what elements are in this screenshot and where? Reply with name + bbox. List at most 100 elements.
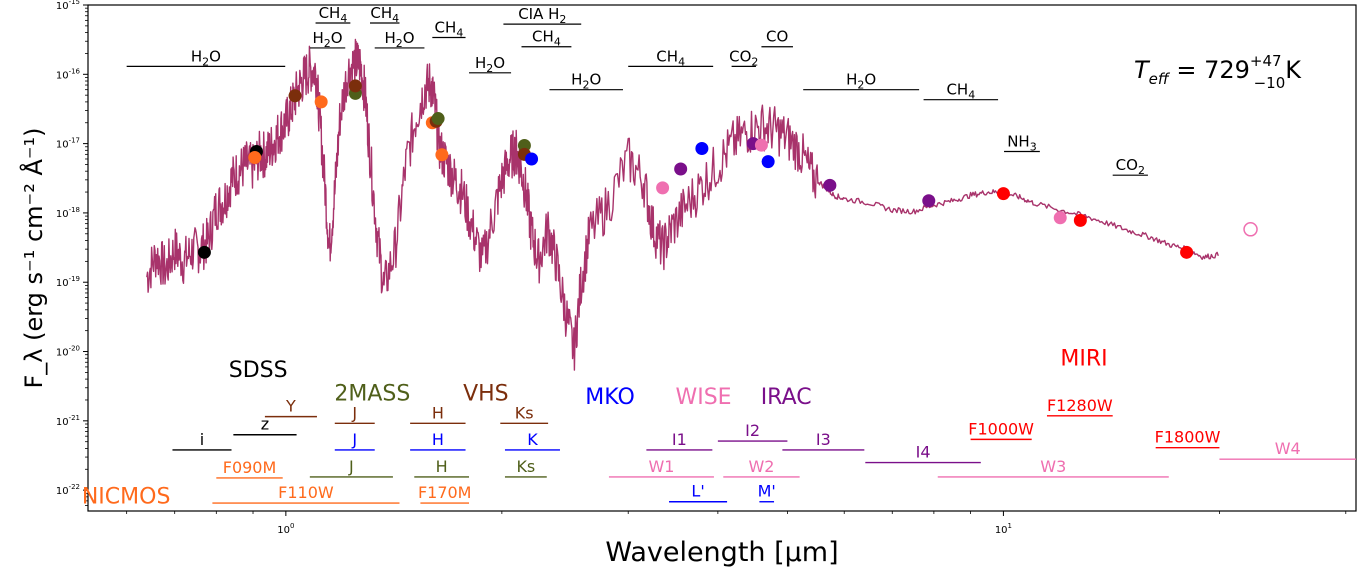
- filter-label: M': [758, 482, 776, 501]
- photometry-point: [1180, 245, 1194, 259]
- y-axis-label: F_λ (erg s⁻¹ cm⁻² Å⁻¹): [19, 127, 48, 388]
- instrument-label: MIRI: [1060, 346, 1107, 371]
- filter-label: W2: [748, 457, 774, 476]
- axis-ticks: 10-22 10-21 10-20 10-19 10-18 10-17 10-16 10-15…: [56, 0, 1347, 536]
- filter-label: z: [261, 415, 269, 434]
- y-tick-label: 10-20: [56, 345, 80, 359]
- plot-frame: [87, 4, 1357, 512]
- spectrum-line: [146, 38, 1219, 371]
- filter-label: J: [351, 430, 357, 449]
- photometry-point: [431, 112, 445, 126]
- y-tick-label: 10-15: [56, 0, 80, 12]
- y-tick-label: 10-22: [56, 483, 80, 497]
- band-label: CO2: [729, 47, 758, 68]
- filter-label: F090M: [223, 458, 277, 477]
- y-tick-label: 10-16: [56, 67, 81, 81]
- instrument-label: MKO: [585, 385, 635, 410]
- filter-label: W1: [648, 457, 674, 476]
- photometry-point: [674, 162, 688, 176]
- band-label: CH4: [319, 4, 348, 25]
- photometry-point: [922, 194, 936, 208]
- instrument-labels: SDSS 2MASS VHS MKO WISE IRAC MIRI NICMOS: [82, 346, 1108, 509]
- teff-unit: K: [1285, 56, 1302, 84]
- photometry-point: [435, 148, 449, 162]
- band-label: CH4: [946, 81, 975, 102]
- band-label: CIA H2: [518, 5, 566, 26]
- band-label: CO2: [1116, 156, 1145, 177]
- band-label: CO: [766, 28, 788, 46]
- y-tick-label: 10-21: [56, 414, 80, 428]
- instrument-label: WISE: [675, 385, 731, 410]
- band-label: H2O: [385, 29, 415, 50]
- teff-sup: +47: [1250, 52, 1282, 70]
- spectrum-series: [146, 38, 1219, 371]
- filter-label: F170M: [418, 483, 472, 502]
- instrument-label: 2MASS: [334, 382, 410, 407]
- photometry-points: [197, 79, 1258, 259]
- photometry-point: [656, 181, 670, 195]
- photometry-point: [197, 245, 211, 259]
- y-tick-label: 10-17: [56, 137, 80, 151]
- filter-label: Ks: [516, 457, 535, 476]
- band-label: H2O: [191, 47, 221, 68]
- band-label: H2O: [571, 71, 601, 92]
- photometry-point: [348, 79, 362, 93]
- teff-T: T: [1134, 56, 1151, 84]
- x-tick-label: 101: [995, 522, 1012, 536]
- filter-label: J: [351, 403, 357, 422]
- photometry-point-open: [1243, 222, 1258, 237]
- photometry-point: [288, 89, 302, 103]
- filter-label: K: [527, 430, 538, 449]
- instrument-label: VHS: [463, 382, 509, 407]
- band-label: H2O: [475, 54, 505, 75]
- filter-label: J: [348, 457, 354, 476]
- filter-label: F110W: [278, 483, 334, 502]
- filter-label: Ks: [515, 403, 534, 422]
- filter-label: F1280W: [1047, 396, 1113, 415]
- filter-label: W4: [1275, 439, 1301, 458]
- filter-label: I4: [916, 443, 931, 462]
- band-label: CH4: [370, 4, 399, 25]
- photometry-point: [695, 142, 709, 156]
- photometry-point: [1073, 213, 1087, 227]
- photometry-point: [248, 151, 262, 165]
- filter-label: H: [436, 457, 448, 476]
- filter-label: L': [691, 482, 704, 501]
- teff-sub: eff: [1149, 70, 1171, 88]
- filter-label: Y: [285, 397, 296, 416]
- filter-label: i: [200, 430, 204, 449]
- filter-label: H: [432, 403, 444, 422]
- photometry-point: [1053, 211, 1067, 225]
- teff-annotation: Teff = 729+47 −10K: [1134, 52, 1302, 92]
- filter-label: I2: [745, 421, 760, 440]
- instrument-label: SDSS: [229, 358, 288, 383]
- band-label: CH4: [656, 47, 685, 68]
- filter-label: H: [432, 430, 444, 449]
- photometry-point: [996, 187, 1010, 201]
- photometry-point: [314, 95, 328, 109]
- photometry-point: [754, 138, 768, 152]
- photometry-point: [823, 178, 837, 192]
- teff-eq: = 729: [1169, 56, 1250, 84]
- photometry-point: [761, 155, 775, 169]
- filter-label: W3: [1040, 457, 1066, 476]
- y-tick-label: 10-18: [56, 206, 80, 220]
- filter-label: I1: [672, 430, 687, 449]
- band-label: NH3: [1007, 132, 1037, 153]
- photometry-point: [525, 152, 539, 166]
- teff-low: −10: [1254, 74, 1286, 92]
- filter-label: I3: [816, 430, 831, 449]
- band-label: H2O: [312, 29, 342, 50]
- band-label: CH4: [435, 18, 464, 39]
- x-tick-label: 100: [277, 522, 294, 536]
- band-label: H2O: [846, 71, 876, 92]
- band-label: CH4: [532, 28, 561, 49]
- filter-label: F1000W: [968, 419, 1034, 438]
- instrument-label: IRAC: [761, 385, 812, 410]
- instrument-label: NICMOS: [82, 485, 171, 510]
- y-tick-label: 10-19: [56, 275, 80, 289]
